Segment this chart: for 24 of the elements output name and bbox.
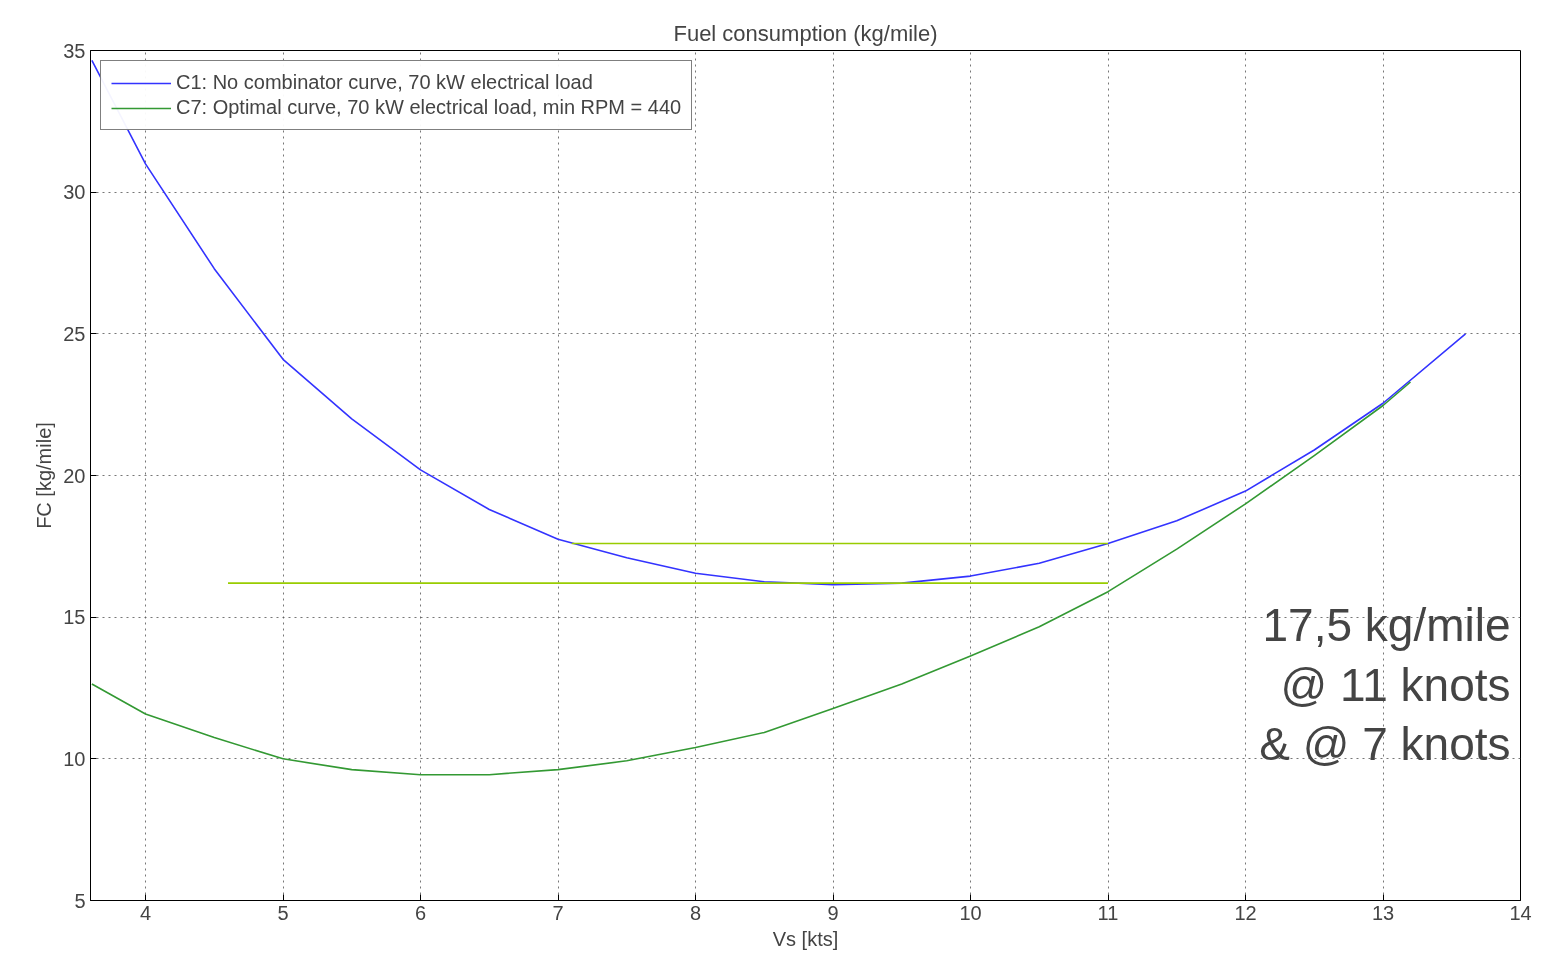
x-tick-label: 14	[1509, 901, 1532, 924]
x-tick-label: 9	[827, 901, 839, 924]
y-tick-label: 20	[63, 464, 86, 487]
x-tick-label: 5	[277, 901, 289, 924]
x-tick-label: 12	[1234, 901, 1257, 924]
chart-title: Fuel consumption (kg/mile)	[673, 20, 938, 46]
annotation: 17,5 kg/mile @ 11 knots & @ 7 knots	[1259, 598, 1511, 771]
x-axis-title: Vs [kts]	[772, 927, 839, 950]
line-series	[91, 59, 1467, 586]
legend-label: C7: Optimal curve, 70 kW electrical load, min RPM = 440	[176, 96, 682, 119]
x-tick-label: 11	[1097, 901, 1119, 924]
y-tick-label: 15	[63, 606, 86, 629]
x-tick-label: 7	[552, 901, 564, 924]
y-tick-label: 10	[63, 747, 86, 770]
y-tick-label: 30	[63, 181, 86, 204]
x-tick-label: 10	[959, 901, 982, 924]
x-tick-label: 4	[139, 901, 152, 924]
y-tick-label: 25	[63, 322, 86, 345]
legend-label: C1: No combinator curve, 70 kW electrical load	[176, 71, 593, 94]
x-tick-label: 8	[689, 901, 702, 924]
x-tick-label: 13	[1371, 901, 1395, 924]
x-tick-label: 6	[414, 901, 427, 924]
y-axis-title: FC [kg/mile]	[33, 422, 56, 529]
y-tick-label: 35	[63, 39, 86, 62]
